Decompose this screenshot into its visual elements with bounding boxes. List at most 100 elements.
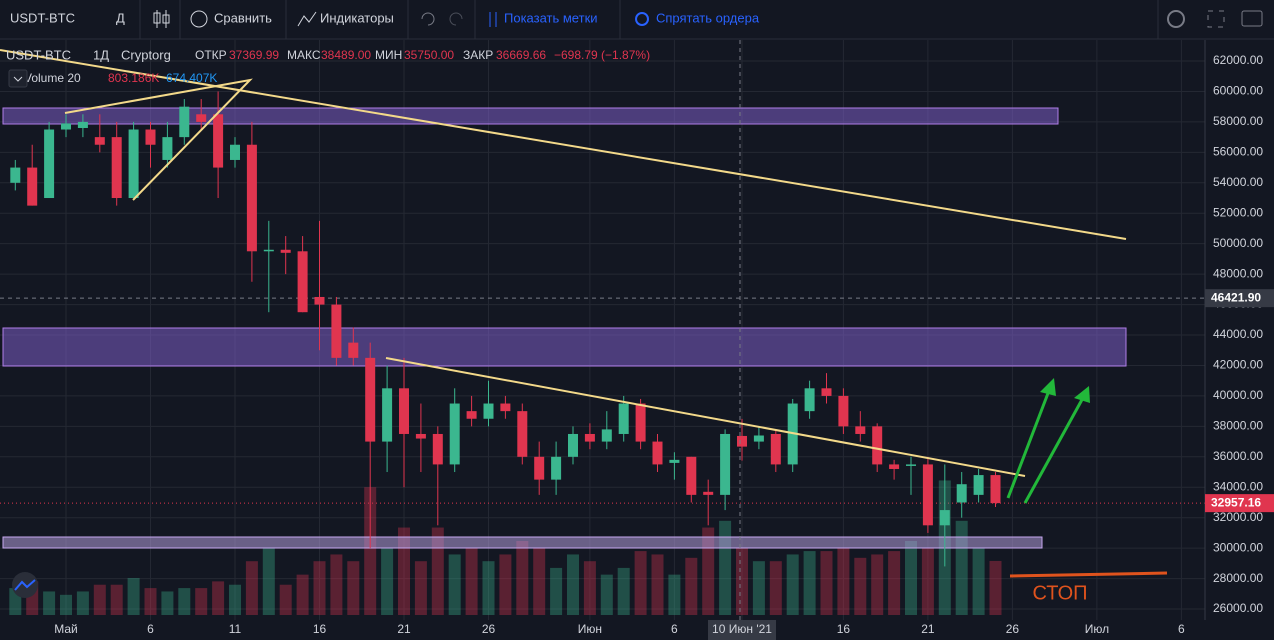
volume-bar [803,551,816,615]
collapse-button[interactable] [8,69,28,88]
low-label: МИН [375,48,402,62]
volume-bar [245,561,258,615]
y-tick-label: 60000.00 [1213,84,1263,98]
icon-marks[interactable] [489,12,497,27]
volume-bar [820,551,833,615]
chevron [13,76,23,82]
x-tick-label: 16 [837,622,851,636]
volume-bar [668,574,681,615]
candle-body [432,433,443,465]
y-tick-label: 38000.00 [1213,419,1263,433]
icon-compare[interactable] [190,10,208,28]
open-value: 37369.99 [229,48,279,62]
screenshot[interactable] [1241,10,1263,27]
candle-body [145,129,156,145]
candle-body [44,129,55,199]
icon-candles[interactable] [153,10,170,28]
volume-bar [972,547,985,615]
trendline [64,78,253,201]
volume-bar [634,551,647,615]
candle-body [821,388,832,396]
open-label: ОТКР [195,48,227,62]
high-value: 38489.00 [321,48,371,62]
compare-button[interactable]: Сравнить [214,10,272,25]
change: −698.79 (−1.87%) [554,48,650,62]
trendline [0,49,1127,240]
candle-body [990,475,1001,504]
volume-value: 803.186K [108,71,159,85]
volume-bar [888,551,901,615]
volume-bar [465,547,478,615]
separators [139,0,1159,39]
volume-bar [989,560,1002,615]
icon-orders[interactable] [635,12,649,26]
candle-body [804,388,815,412]
logo-mark [14,579,36,591]
x-tick-label: 6 [147,622,154,636]
redo[interactable] [449,12,463,26]
candle-body [889,464,900,469]
volume-bar [195,588,208,615]
indicators-button[interactable]: Индикаторы [320,10,394,25]
x-tick-label: 6 [1178,622,1185,636]
hide-orders[interactable]: Спрятать ордера [656,10,760,25]
candle-body [196,114,207,122]
x-tick-label: Июл [1085,622,1109,636]
candle-body [111,137,122,199]
candle-body [956,484,967,503]
interval[interactable]: Д [116,10,125,25]
volume-bar [752,561,765,615]
axes: 26000.00 28000.00 30000.00 32000.00 34000.00… [54,53,1274,640]
candle-body [500,403,511,412]
x-tick-label: 11 [229,622,242,636]
volume-bar [110,584,123,615]
y-tick-label: 28000.00 [1213,571,1263,585]
zones [2,107,1127,549]
x-tick-label: 6 [671,622,678,636]
close-label: ЗАКР [463,48,493,62]
x-tick-label: 16 [313,622,327,636]
candle-body [568,433,578,457]
undo[interactable] [421,12,435,26]
trendline [385,357,1026,477]
volume-bar [330,554,343,615]
candle-body [872,426,883,465]
volume-bar [854,557,867,615]
volume-bar [685,557,698,615]
arrow-head [1040,378,1056,396]
show-marks[interactable]: Показать метки [504,10,598,25]
volume-bar [837,547,850,615]
volume-bar [550,567,563,615]
settings[interactable] [1167,10,1185,28]
x-tick-label: Июн [578,622,602,636]
volume-bar [76,591,89,615]
volume-bar [482,561,495,615]
volume-bar [296,574,309,615]
candle-body [483,403,494,419]
volume-bar [178,588,191,615]
candle-body [720,433,731,495]
x-tick-label: 10 Июн '21 [712,622,772,636]
last-price-box [1205,494,1274,513]
candle-body [213,114,224,168]
candle-body [280,249,291,253]
candle-body [162,137,173,160]
stop-line [1009,571,1168,578]
x-tick-label: 26 [482,622,496,636]
volume-bar [583,561,596,615]
volume-bar [736,547,748,615]
y-tick-label: 58000.00 [1213,114,1263,128]
icon-indicators[interactable] [297,11,317,27]
x-tick-label: Май [54,622,78,636]
y-tick-label: 40000.00 [1213,388,1263,402]
volume-bar [9,588,22,615]
volume-bar [161,591,174,615]
volume-bar [702,527,715,615]
fullscreen[interactable] [1207,10,1225,28]
symbol[interactable]: USDT-BTC [10,10,75,25]
volume-bar [144,588,157,615]
candle-body [399,388,409,434]
candle-body [517,411,528,457]
